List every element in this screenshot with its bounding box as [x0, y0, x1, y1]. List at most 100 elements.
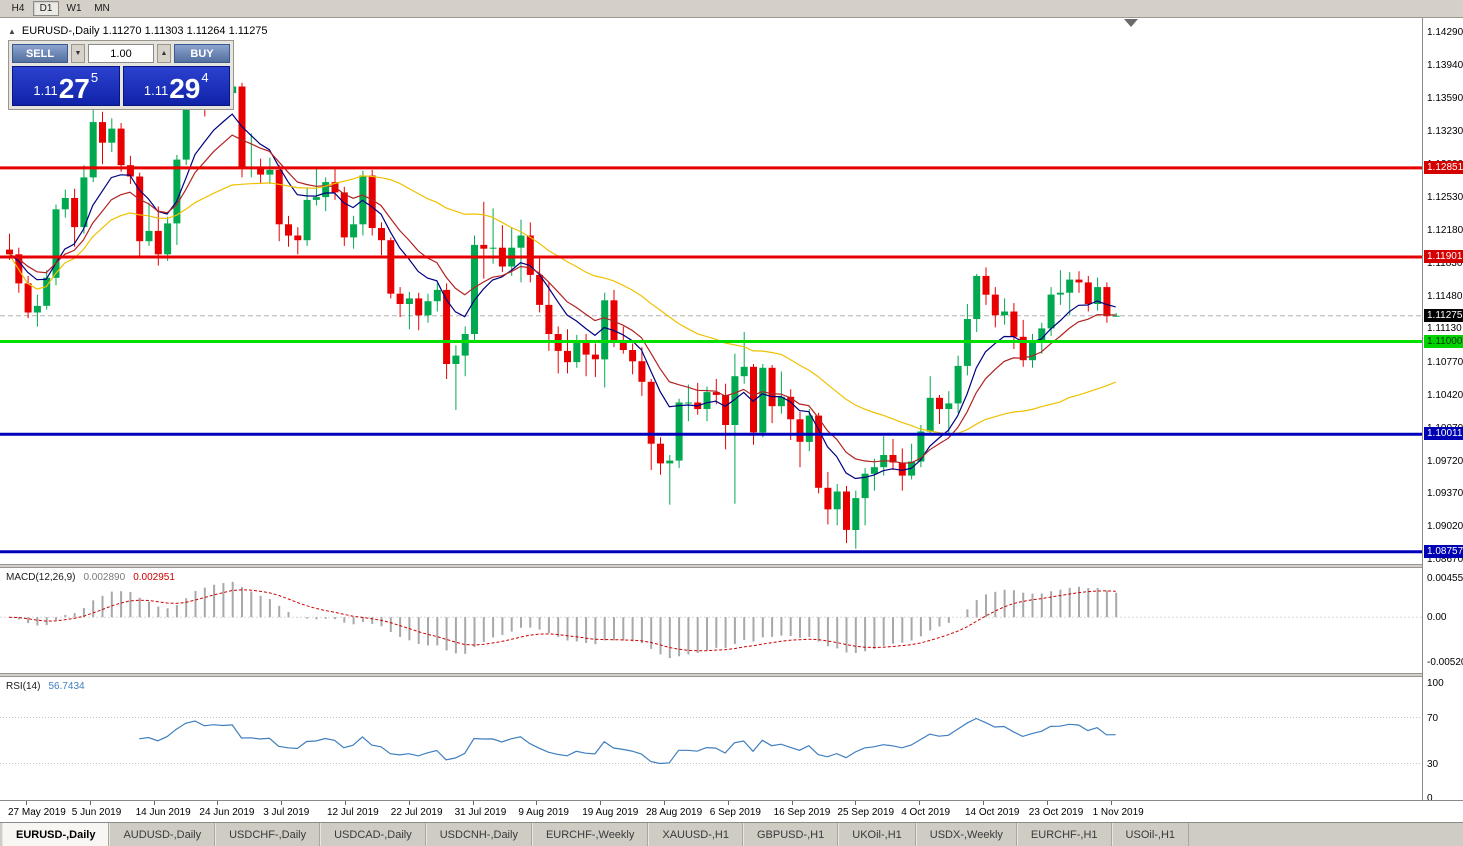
rsi-scale-label: 70 — [1427, 712, 1439, 724]
macd-panel-canvas[interactable] — [0, 568, 1422, 673]
bid-price-label: 1.11275 — [1424, 308, 1463, 322]
price-scale-label: 1.11480 — [1427, 290, 1463, 302]
sell-price-prefix: 1.11 — [33, 83, 58, 98]
rsi-scale-label: 0 — [1427, 793, 1433, 804]
time-axis-tick — [153, 801, 155, 805]
macd-main-value: 0.002890 — [83, 572, 126, 583]
chart-tab-gbpusd-h1[interactable]: GBPUSD-,H1 — [743, 823, 839, 846]
time-axis-label: 9 Aug 2019 — [518, 807, 569, 818]
chart-tab-eurusd-daily[interactable]: EURUSD-,Daily — [2, 823, 110, 846]
time-axis-tick — [472, 801, 474, 805]
chart-tab-usdchf-daily[interactable]: USDCHF-,Daily — [215, 823, 321, 846]
time-axis-tick — [26, 801, 27, 805]
chart-tab-usdcnh-daily[interactable]: USDCNH-,Daily — [425, 823, 532, 846]
rsi-panel-canvas[interactable] — [0, 677, 1422, 800]
time-axis-label: 25 Sep 2019 — [837, 807, 895, 818]
macd-scale-label: 0.0045536 — [1427, 573, 1463, 584]
buy-price-big: 29 — [169, 73, 201, 104]
time-axis-tick — [1110, 801, 1112, 805]
time-axis-tick — [217, 801, 219, 805]
level-price-label: 1.12851 — [1424, 160, 1463, 174]
time-axis[interactable]: 27 May 2019 5 Jun 2019 14 Jun 2019 24 Jun 2… — [0, 800, 1463, 822]
one-click-toggle-icon[interactable]: ▲ — [8, 26, 16, 36]
volume-input[interactable] — [88, 44, 154, 63]
sell-price-sup: 5 — [90, 70, 99, 85]
macd-scale-label: -0.0052050 — [1427, 657, 1463, 668]
time-axis-tick — [281, 801, 283, 805]
volume-increment-button[interactable]: ▲ — [157, 44, 171, 63]
rsi-label-row: RSI(14) 56.7434 — [6, 681, 85, 692]
chart-tabs-bar: EURUSD-,Daily AUDUSD-,Daily USDCHF-,Daily U… — [0, 822, 1463, 846]
time-axis-label: 5 Jun 2019 — [71, 807, 122, 818]
chart-tab-eurchf-weekly[interactable]: EURCHF-,Weekly — [531, 823, 649, 846]
price-chart-canvas[interactable] — [0, 18, 1422, 564]
macd-name: MACD(12,26,9) — [6, 572, 76, 583]
price-scale-label: 1.14290 — [1427, 27, 1463, 38]
level-price-label: 1.11901 — [1424, 250, 1463, 264]
chart-tab-usdx-weekly[interactable]: USDX-,Weekly — [915, 823, 1017, 846]
time-axis-tick — [727, 801, 729, 805]
timeframe-button-d1[interactable]: D1 — [33, 1, 59, 16]
time-axis-label: 14 Jun 2019 — [135, 807, 191, 818]
buy-price-sup: 4 — [201, 70, 209, 85]
timeframes-toolbar: H4 D1 W1 MN — [0, 0, 1463, 18]
time-axis-tick — [664, 801, 665, 805]
time-axis-label: 6 Sep 2019 — [709, 807, 761, 818]
macd-scale-label: 0.00 — [1427, 612, 1447, 624]
timeframe-button-h4[interactable]: H4 — [11, 3, 25, 14]
sell-button[interactable]: SELL — [12, 44, 68, 63]
chart-window: ▲ EURUSD-,Daily 1.11270 1.11303 1.11264 … — [0, 18, 1463, 822]
price-scale-label: 1.10770 — [1427, 357, 1463, 369]
price-scale-label: 1.11830 — [1427, 257, 1463, 269]
level-price-label: 1.08757 — [1424, 544, 1463, 558]
chart-tab-audusd-daily[interactable]: AUDUSD-,Daily — [109, 823, 216, 846]
one-click-controls: SELL ▼ ▲ BUY — [12, 44, 230, 63]
chart-tab-usdcad-daily[interactable]: USDCAD-,Daily — [320, 823, 426, 846]
rsi-name: RSI(14) — [6, 681, 41, 692]
volume-decrement-button[interactable]: ▼ — [71, 44, 85, 63]
price-scale-label: 1.10420 — [1427, 389, 1463, 401]
sell-price-display[interactable]: 1.11 27 5 — [12, 66, 120, 106]
time-axis-tick — [536, 801, 538, 805]
time-axis-label: 22 Jul 2019 — [390, 807, 443, 818]
time-axis-tick — [1046, 801, 1048, 805]
time-axis-label: 28 Aug 2019 — [646, 807, 703, 818]
buy-price-display[interactable]: 1.11 29 4 — [122, 66, 230, 106]
time-axis-tick — [89, 801, 91, 805]
price-scale-label: 1.08670 — [1427, 554, 1463, 565]
chart-tab-ukoil-h1[interactable]: UKOil-,H1 — [838, 823, 916, 846]
time-axis-label: 12 Jul 2019 — [327, 807, 379, 818]
time-axis-label: 19 Aug 2019 — [582, 807, 639, 818]
price-scale-label: 1.09020 — [1427, 521, 1463, 533]
buy-button[interactable]: BUY — [174, 44, 230, 63]
price-scale-label: 1.12180 — [1427, 224, 1463, 236]
price-scale-label: 1.13590 — [1427, 92, 1463, 104]
timeframe-button-w1[interactable]: W1 — [66, 3, 82, 14]
time-axis-label: 1 Nov 2019 — [1092, 807, 1144, 818]
time-axis-tick — [919, 801, 921, 805]
price-scale-label: 1.12530 — [1427, 192, 1463, 204]
chart-tab-eurchf-h1[interactable]: EURCHF-,H1 — [1016, 823, 1112, 846]
rsi-panel-splitter[interactable] — [0, 673, 1463, 677]
one-click-prices: 1.11 27 5 1.11 29 4 — [12, 66, 230, 106]
timeframe-button-mn[interactable]: MN — [94, 3, 110, 14]
chart-tab-usoil-h1[interactable]: USOil-,H1 — [1111, 823, 1190, 846]
macd-label-row: MACD(12,26,9) 0.002890 0.002951 — [6, 572, 175, 583]
buy-price-prefix: 1.11 — [143, 83, 169, 98]
time-axis-tick — [791, 801, 793, 805]
time-axis-label: 27 May 2019 — [8, 807, 66, 818]
macd-panel-splitter[interactable] — [0, 564, 1463, 568]
price-scale-label: 1.09720 — [1427, 455, 1463, 467]
sell-price-big: 27 — [58, 73, 90, 104]
level-price-label: 1.11000 — [1424, 334, 1463, 348]
chart-tab-xauusd-h1[interactable]: XAUUSD-,H1 — [648, 823, 743, 846]
price-scale[interactable]: 1.142901.139401.135901.132301.128801.125… — [1422, 18, 1463, 804]
time-axis-tick — [855, 801, 857, 805]
price-scale-label: 1.13230 — [1427, 126, 1463, 138]
time-axis-tick — [345, 801, 346, 805]
time-axis-tick — [600, 801, 602, 805]
price-scale-label: 1.13940 — [1427, 59, 1463, 71]
time-axis-label: 3 Jul 2019 — [263, 807, 310, 818]
